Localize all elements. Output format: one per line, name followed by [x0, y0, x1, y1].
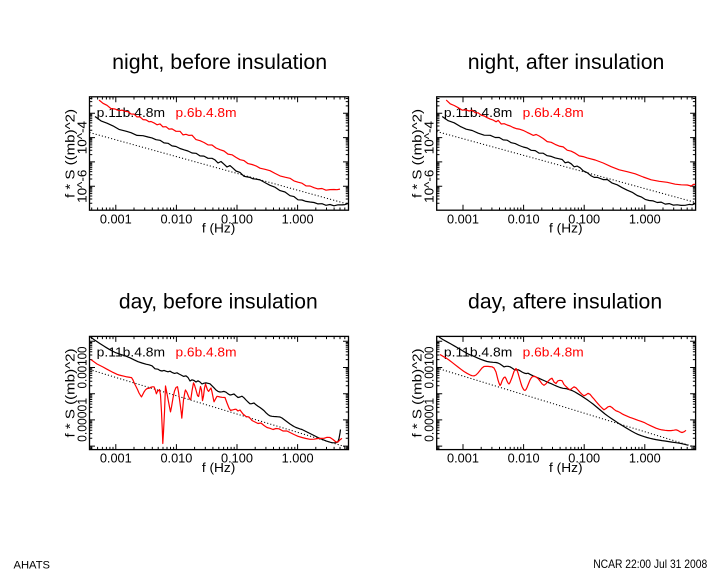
svg-text:night, after insulation: night, after insulation [468, 50, 665, 74]
svg-text:0.001: 0.001 [100, 211, 132, 226]
svg-text:night, before insulation: night, before insulation [112, 50, 327, 74]
svg-text:NCAR 22:00 Jul 31 2008: NCAR 22:00 Jul 31 2008 [593, 557, 707, 571]
svg-text:p.11b.4.8m: p.11b.4.8m [444, 345, 512, 360]
svg-text:p.6b.4.8m: p.6b.4.8m [176, 345, 237, 360]
svg-text:f (Hz): f (Hz) [202, 460, 236, 475]
svg-text:p.6b.4.8m: p.6b.4.8m [523, 345, 584, 360]
svg-text:f (Hz): f (Hz) [549, 221, 583, 236]
svg-text:1.000: 1.000 [629, 211, 661, 226]
svg-text:0.010: 0.010 [160, 451, 192, 466]
svg-text:10^-4: 10^-4 [74, 121, 89, 154]
svg-text:10^-4: 10^-4 [422, 121, 437, 154]
svg-text:0.010: 0.010 [508, 211, 540, 226]
svg-text:0.100: 0.100 [568, 451, 600, 466]
svg-text:f * S ((mb)^2): f * S ((mb)^2) [63, 348, 78, 437]
svg-text:1.000: 1.000 [282, 451, 314, 466]
svg-text:AHATS: AHATS [14, 560, 51, 572]
svg-text:0.100: 0.100 [221, 211, 253, 226]
svg-text:0.100: 0.100 [221, 451, 253, 466]
svg-text:0.001: 0.001 [100, 451, 132, 466]
svg-text:0.00100: 0.00100 [422, 347, 437, 389]
svg-text:f (Hz): f (Hz) [549, 460, 583, 475]
svg-text:0.001: 0.001 [447, 451, 479, 466]
svg-text:0.00001: 0.00001 [422, 398, 437, 442]
svg-text:f * S ((mb)^2): f * S ((mb)^2) [410, 109, 425, 198]
svg-text:f (Hz): f (Hz) [202, 221, 236, 236]
svg-text:0.00001: 0.00001 [74, 398, 89, 442]
svg-text:0.100: 0.100 [568, 211, 600, 226]
svg-text:10^-6: 10^-6 [422, 170, 437, 203]
svg-text:day, before insulation: day, before insulation [119, 289, 318, 313]
svg-text:p.11b.4.8m: p.11b.4.8m [97, 345, 165, 360]
svg-text:p.6b.4.8m: p.6b.4.8m [176, 105, 237, 120]
svg-text:1.000: 1.000 [282, 211, 314, 226]
svg-text:0.010: 0.010 [508, 451, 540, 466]
svg-text:0.00100: 0.00100 [74, 347, 89, 389]
svg-text:1.000: 1.000 [629, 451, 661, 466]
svg-text:p.6b.4.8m: p.6b.4.8m [523, 105, 584, 120]
svg-text:p.11b.4.8m: p.11b.4.8m [97, 105, 165, 120]
svg-text:f * S ((mb)^2): f * S ((mb)^2) [410, 348, 425, 437]
svg-text:10^-6: 10^-6 [74, 170, 89, 203]
svg-text:0.001: 0.001 [447, 211, 479, 226]
svg-text:0.010: 0.010 [160, 211, 192, 226]
svg-text:day, aftere insulation: day, aftere insulation [468, 289, 662, 313]
svg-text:f * S ((mb)^2): f * S ((mb)^2) [63, 109, 78, 198]
